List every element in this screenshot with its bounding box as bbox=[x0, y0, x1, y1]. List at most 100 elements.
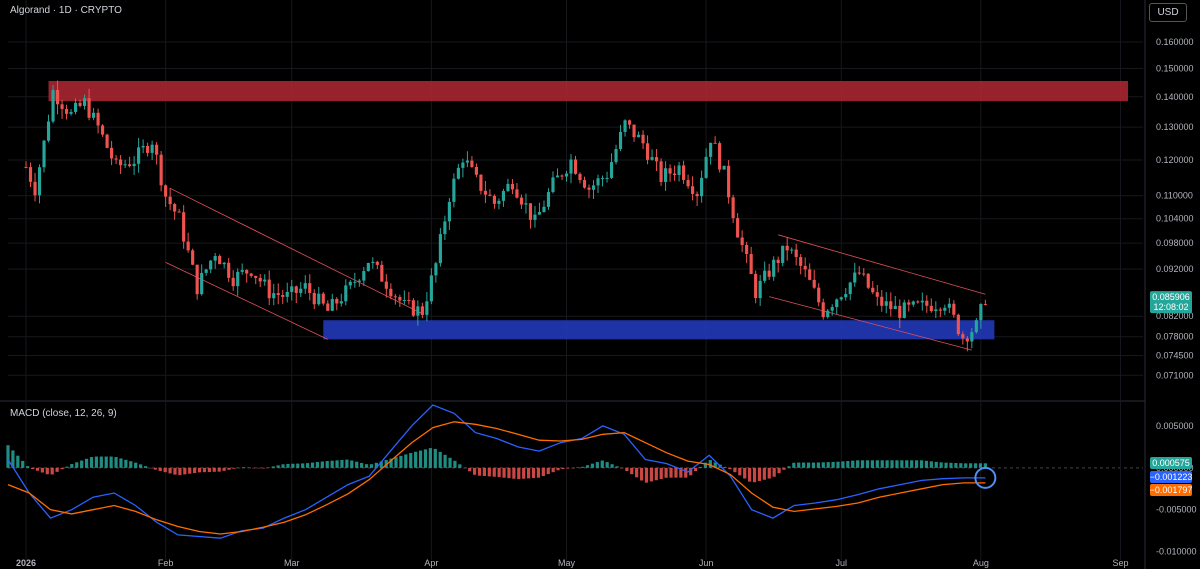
candle-body bbox=[429, 275, 433, 302]
resistance-zone bbox=[48, 80, 1128, 102]
macd-histogram-bar bbox=[625, 467, 629, 472]
macd-tick-label: 0.005000 bbox=[1156, 421, 1194, 431]
macd-histogram-bar bbox=[983, 463, 987, 468]
macd-tick-label: -0.005000 bbox=[1156, 505, 1197, 515]
candle-body bbox=[150, 144, 154, 153]
candle-body bbox=[177, 211, 181, 213]
macd-histogram-bar bbox=[959, 463, 963, 468]
macd-histogram-bar bbox=[129, 461, 133, 468]
time-tick-label: Jul bbox=[835, 558, 847, 568]
macd-histogram-bar bbox=[757, 467, 762, 481]
macd-histogram-bar bbox=[463, 467, 467, 469]
candle-body bbox=[384, 281, 388, 289]
candle-body bbox=[24, 166, 28, 168]
macd-histogram-bar bbox=[458, 464, 462, 468]
macd-histogram-bar bbox=[635, 467, 639, 478]
candle-body bbox=[636, 134, 641, 138]
crossover-highlight-circle bbox=[974, 466, 997, 489]
macd-histogram-bar bbox=[693, 467, 698, 472]
candle-body bbox=[375, 261, 379, 265]
macd-histogram-bar bbox=[561, 467, 565, 470]
macd-histogram-bar bbox=[384, 460, 388, 468]
histogram-value-badge-text: 0.000575 bbox=[1152, 458, 1190, 468]
macd-histogram-bar bbox=[345, 459, 349, 468]
macd-histogram-bar bbox=[183, 467, 187, 475]
last-price-badge-text: 0.085906 bbox=[1152, 292, 1190, 302]
time-tick-label: Feb bbox=[158, 558, 174, 568]
macd-histogram-bar bbox=[531, 467, 536, 479]
price-tick-label: 0.104000 bbox=[1156, 214, 1194, 224]
candle-body bbox=[146, 145, 150, 153]
macd-histogram-bar bbox=[399, 455, 403, 468]
macd-histogram-bar bbox=[251, 467, 256, 469]
candle-body bbox=[362, 271, 366, 281]
macd-histogram-bar bbox=[360, 462, 364, 468]
time-tick-label: Aug bbox=[973, 558, 989, 568]
macd-histogram-bar bbox=[271, 466, 275, 468]
candle-body bbox=[983, 304, 987, 306]
candle-body bbox=[767, 270, 771, 277]
last-price-badge-bg bbox=[1150, 291, 1192, 314]
macd-histogram-bar bbox=[153, 467, 157, 470]
candle-body bbox=[438, 234, 442, 264]
candle-body bbox=[114, 158, 118, 160]
macd-histogram-bar bbox=[414, 451, 418, 468]
candle-body bbox=[510, 183, 515, 190]
macd-histogram-bar bbox=[256, 467, 261, 469]
candle-body bbox=[155, 144, 159, 155]
symbol-title: Algorand · 1D · CRYPTO bbox=[10, 5, 122, 16]
candle-body bbox=[366, 262, 370, 272]
macd-histogram-bar bbox=[202, 467, 207, 473]
histogram-value-badge: 0.000575 bbox=[1150, 457, 1192, 470]
candle-body bbox=[78, 102, 82, 106]
macd-histogram-bar bbox=[242, 467, 246, 468]
candle-body bbox=[488, 194, 492, 196]
candle-body bbox=[533, 214, 537, 220]
macd-histogram-bar bbox=[335, 460, 339, 468]
macd-histogram-bar bbox=[453, 460, 457, 468]
macd-histogram-bar bbox=[374, 462, 378, 468]
price-tick-label: 0.140000 bbox=[1156, 92, 1194, 102]
macd-histogram-bar bbox=[811, 462, 816, 468]
macd-histogram-bar bbox=[870, 460, 874, 468]
macd-indicator-label[interactable]: MACD (close, 12, 26, 9) bbox=[10, 408, 117, 419]
macd-histogram-bar bbox=[212, 467, 216, 472]
time-tick-label: May bbox=[558, 558, 576, 568]
time-tick-label: Mar bbox=[284, 558, 300, 568]
candle-body bbox=[276, 293, 280, 295]
candle-body bbox=[398, 297, 402, 301]
macd-histogram-bar bbox=[148, 467, 153, 469]
macd-histogram-bar bbox=[900, 460, 904, 468]
price-tick-label: 0.120000 bbox=[1156, 155, 1194, 165]
signal-value-badge-text: −0.001797 bbox=[1150, 485, 1193, 495]
macd-histogram-bar bbox=[797, 462, 801, 468]
macd-histogram-bar bbox=[826, 462, 830, 468]
macd-histogram-bar bbox=[104, 456, 108, 468]
macd-histogram-bar bbox=[237, 467, 241, 469]
macd-histogram-bar bbox=[865, 460, 870, 468]
candle-body bbox=[632, 124, 636, 138]
macd-histogram-bar bbox=[301, 463, 305, 468]
macd-histogram-bar bbox=[679, 467, 683, 478]
candle-body bbox=[664, 168, 668, 182]
histogram-value-badge-bg bbox=[1150, 457, 1192, 470]
currency-button[interactable]: USD bbox=[1149, 3, 1187, 22]
candle-body bbox=[965, 338, 969, 342]
candle-body bbox=[33, 181, 37, 196]
candle-body bbox=[862, 273, 866, 275]
candle-body bbox=[483, 190, 487, 195]
candle-body bbox=[317, 293, 321, 305]
candle-body bbox=[573, 159, 578, 174]
macd-histogram-bar bbox=[728, 467, 732, 470]
candle-body bbox=[123, 164, 127, 166]
candlestick-series bbox=[24, 80, 987, 352]
candle-body bbox=[407, 300, 411, 302]
price-tick-label: 0.098000 bbox=[1156, 238, 1194, 248]
macd-histogram-bar bbox=[89, 457, 94, 468]
macd-histogram-bar bbox=[536, 467, 541, 478]
macd-histogram-bar bbox=[286, 463, 290, 468]
candle-body bbox=[943, 307, 947, 311]
candle-body bbox=[213, 255, 217, 261]
candle-body bbox=[754, 273, 758, 299]
